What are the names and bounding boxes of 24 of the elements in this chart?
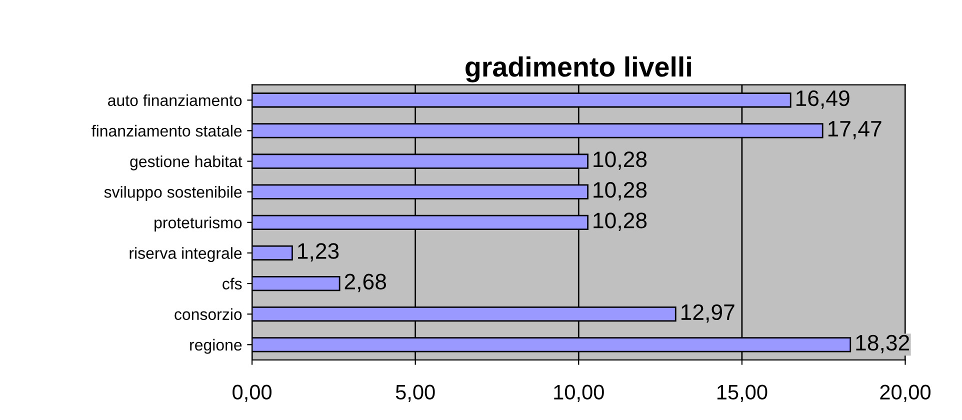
x-tick-label: 10,00	[554, 384, 604, 402]
y-tick-label: gestione habitat	[130, 155, 242, 170]
x-tick-label: 15,00	[717, 384, 768, 402]
y-tick-label: cfs	[222, 278, 242, 290]
data-label: 1,23	[298, 243, 339, 262]
data-label: 12,97	[682, 304, 734, 323]
y-tick-label: auto finanziamento	[108, 94, 242, 106]
y-tick-label: consorzio	[174, 308, 242, 320]
data-label: 10,28	[594, 182, 647, 200]
y-tick-label: sviluppo sostenibile	[104, 186, 242, 201]
data-label: 10,28	[594, 151, 647, 170]
x-tick-label: 20,00	[880, 384, 930, 402]
y-tick-label: proteturismo	[154, 216, 242, 232]
x-tick-label: 5,00	[396, 384, 435, 402]
data-label: 2,68	[344, 274, 386, 292]
y-tick-label: regione	[190, 338, 242, 354]
y-tick-label: riserva integrale	[130, 247, 242, 262]
data-label: 18,32	[856, 334, 910, 354]
y-tick-label: finanziamento statale	[92, 124, 242, 137]
chart-title: gradimento livelli	[466, 56, 691, 82]
data-label: 10,28	[594, 212, 647, 231]
x-tick-label: 0,00	[232, 384, 272, 402]
data-label: 16,49	[796, 90, 850, 109]
data-label: 17,47	[828, 121, 882, 140]
